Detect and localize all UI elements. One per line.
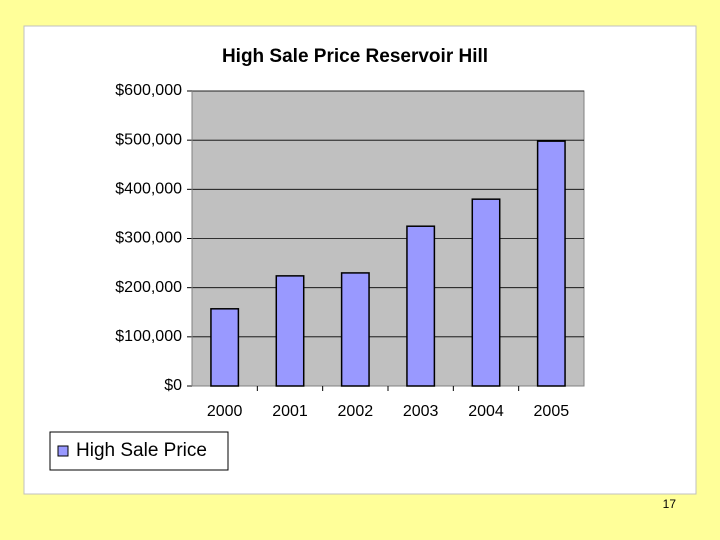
legend-label: High Sale Price — [76, 440, 207, 461]
x-tick-label: 2001 — [272, 403, 308, 420]
y-tick-label: $300,000 — [115, 230, 182, 247]
x-tick-label: 2005 — [534, 403, 570, 420]
x-tick-label: 2000 — [207, 403, 243, 420]
bar — [210, 308, 240, 387]
bar — [340, 272, 370, 387]
bar — [536, 140, 566, 387]
y-tick-label: $400,000 — [115, 181, 182, 198]
page-number: 17 — [663, 497, 677, 511]
y-tick-label: $600,000 — [115, 82, 182, 99]
x-tick-label: 2003 — [403, 403, 439, 420]
bar — [406, 225, 436, 387]
x-tick-label: 2002 — [338, 403, 374, 420]
bar — [275, 275, 305, 387]
y-tick-label: $100,000 — [115, 328, 182, 345]
x-tick-label: 2004 — [468, 403, 504, 420]
legend-swatch — [57, 445, 69, 457]
y-tick-label: $0 — [164, 377, 182, 394]
chart-title: High Sale Price Reservoir Hill — [222, 46, 488, 67]
y-tick-label: $500,000 — [115, 131, 182, 148]
y-tick-label: $200,000 — [115, 279, 182, 296]
bar — [471, 198, 501, 387]
legend-box — [49, 431, 229, 471]
